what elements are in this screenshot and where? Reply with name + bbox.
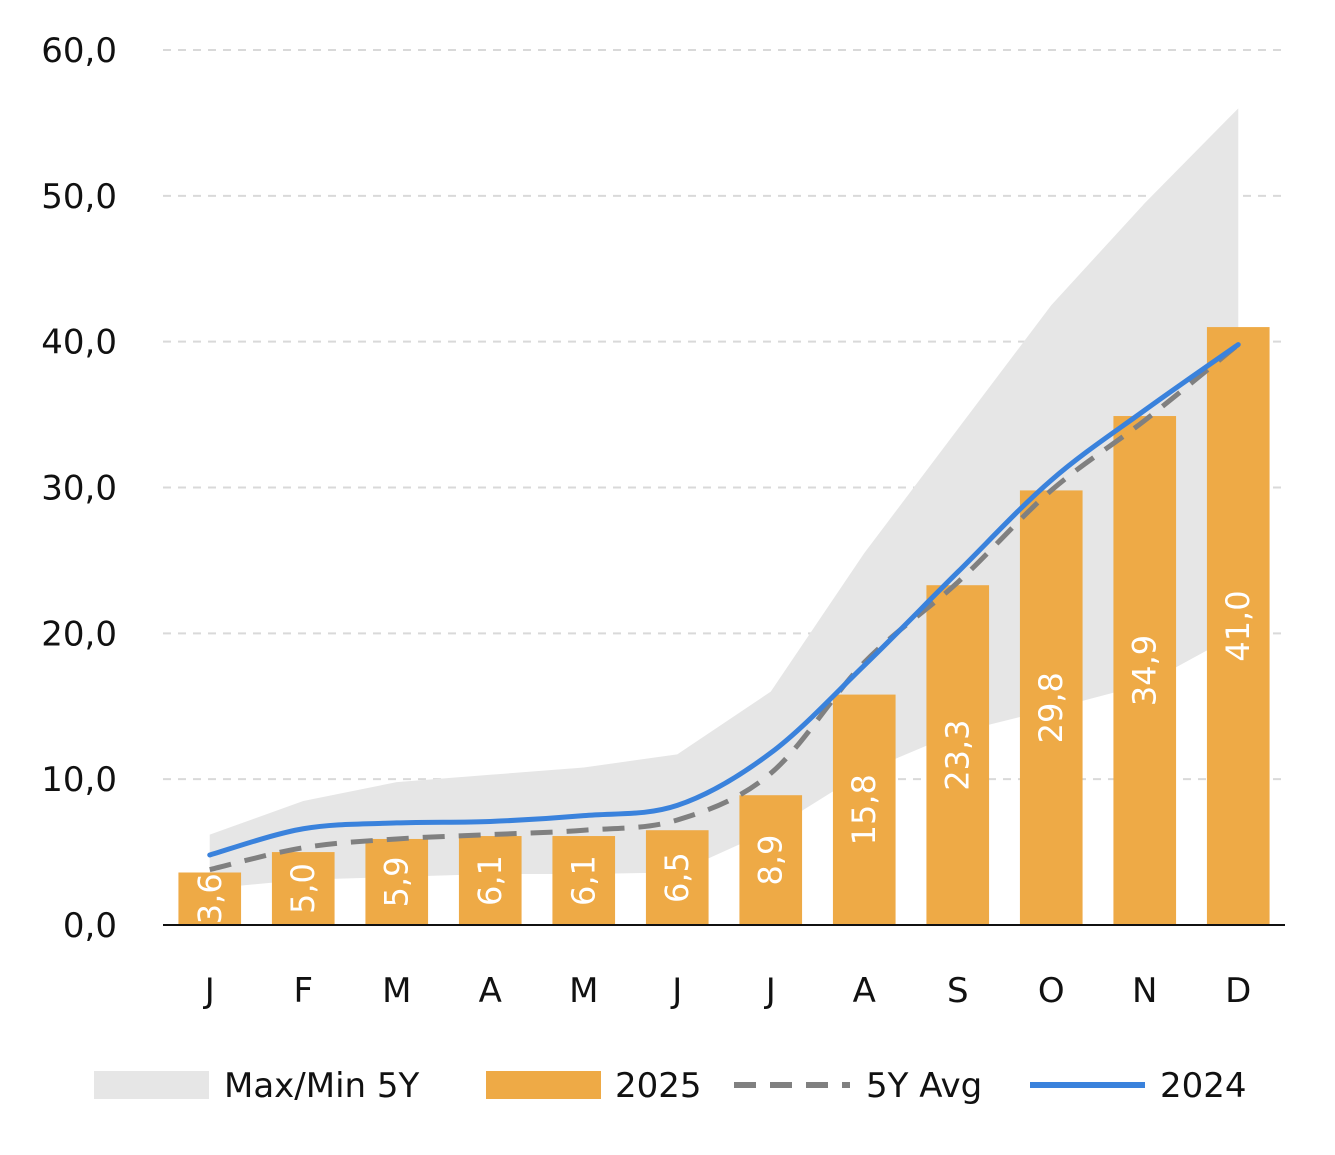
legend-label-line: 2024	[1160, 1066, 1247, 1106]
bar-data-label: 3,6	[191, 873, 229, 924]
avg-line	[209, 342, 1240, 873]
x-tick-label: A	[479, 971, 502, 1011]
x-tick-label: A	[853, 971, 876, 1011]
bar	[271, 852, 335, 925]
bar-data-label: 6,1	[471, 855, 509, 906]
bar-data-label: 15,8	[845, 774, 883, 845]
x-tick-label: M	[569, 971, 598, 1011]
band-area	[209, 108, 1239, 889]
bar-data-label: 6,5	[658, 852, 696, 903]
y-tick-label: 30,0	[41, 469, 117, 509]
legend-label-avg: 5Y Avg	[866, 1066, 982, 1106]
y-tick-label: 60,0	[41, 31, 117, 71]
y-tick-label: 10,0	[41, 760, 117, 800]
bar-data-label: 29,8	[1032, 672, 1070, 743]
bar	[926, 585, 990, 925]
bar-data-label: 34,9	[1126, 635, 1164, 706]
x-tick-label: M	[382, 971, 411, 1011]
x-tick-label: N	[1132, 971, 1157, 1011]
x-tick-label: O	[1038, 971, 1065, 1011]
line-2024-path	[207, 342, 1241, 858]
bar-data-label: 8,9	[752, 835, 790, 886]
y-tick-label: 40,0	[41, 323, 117, 363]
bars-2025: 3,6 5,0 5,9 6,1 6,1 6,5 8,9 15,8 23,3 29,8 34,9 41,…	[178, 327, 1270, 925]
y-tick-label: 20,0	[41, 614, 117, 654]
bar	[552, 836, 616, 925]
max-min-band	[209, 108, 1239, 889]
y-tick-label: 50,0	[41, 177, 117, 217]
axes: 0,0 10,0 20,0 30,0 40,0 50,0 60,0 J F M A M J J A S O N D	[41, 31, 1285, 1011]
x-tick-label: J	[764, 971, 776, 1011]
legend: Max/Min 5Y 2025 5Y Avg 2024	[94, 1066, 1247, 1106]
bar-data-label: 5,9	[378, 857, 416, 908]
line-2024	[207, 342, 1241, 858]
avg-5y-line	[209, 342, 1240, 873]
bar	[832, 694, 896, 925]
y-tick-label: 0,0	[63, 906, 117, 946]
x-tick-label: J	[670, 971, 682, 1011]
bar	[739, 795, 803, 925]
gridlines	[163, 49, 1285, 781]
bar-data-label: 5,0	[284, 863, 322, 914]
x-tick-label: S	[947, 971, 969, 1011]
bar-data-label: 23,3	[939, 719, 977, 790]
bar	[1206, 327, 1270, 925]
bar	[1019, 490, 1083, 925]
bar-data-label: 6,1	[565, 855, 603, 906]
bar	[458, 836, 522, 925]
x-tick-label: J	[203, 971, 215, 1011]
bar	[178, 872, 242, 925]
legend-swatch-bar	[486, 1071, 601, 1099]
x-tick-label: F	[293, 971, 313, 1011]
x-tick-label: D	[1225, 971, 1251, 1011]
legend-label-band: Max/Min 5Y	[224, 1066, 420, 1106]
bar-data-label: 41,0	[1219, 590, 1257, 661]
bar	[365, 838, 429, 925]
bar	[645, 830, 709, 925]
bar	[1113, 416, 1177, 925]
legend-label-bar: 2025	[615, 1066, 702, 1106]
legend-swatch-band	[94, 1071, 209, 1099]
